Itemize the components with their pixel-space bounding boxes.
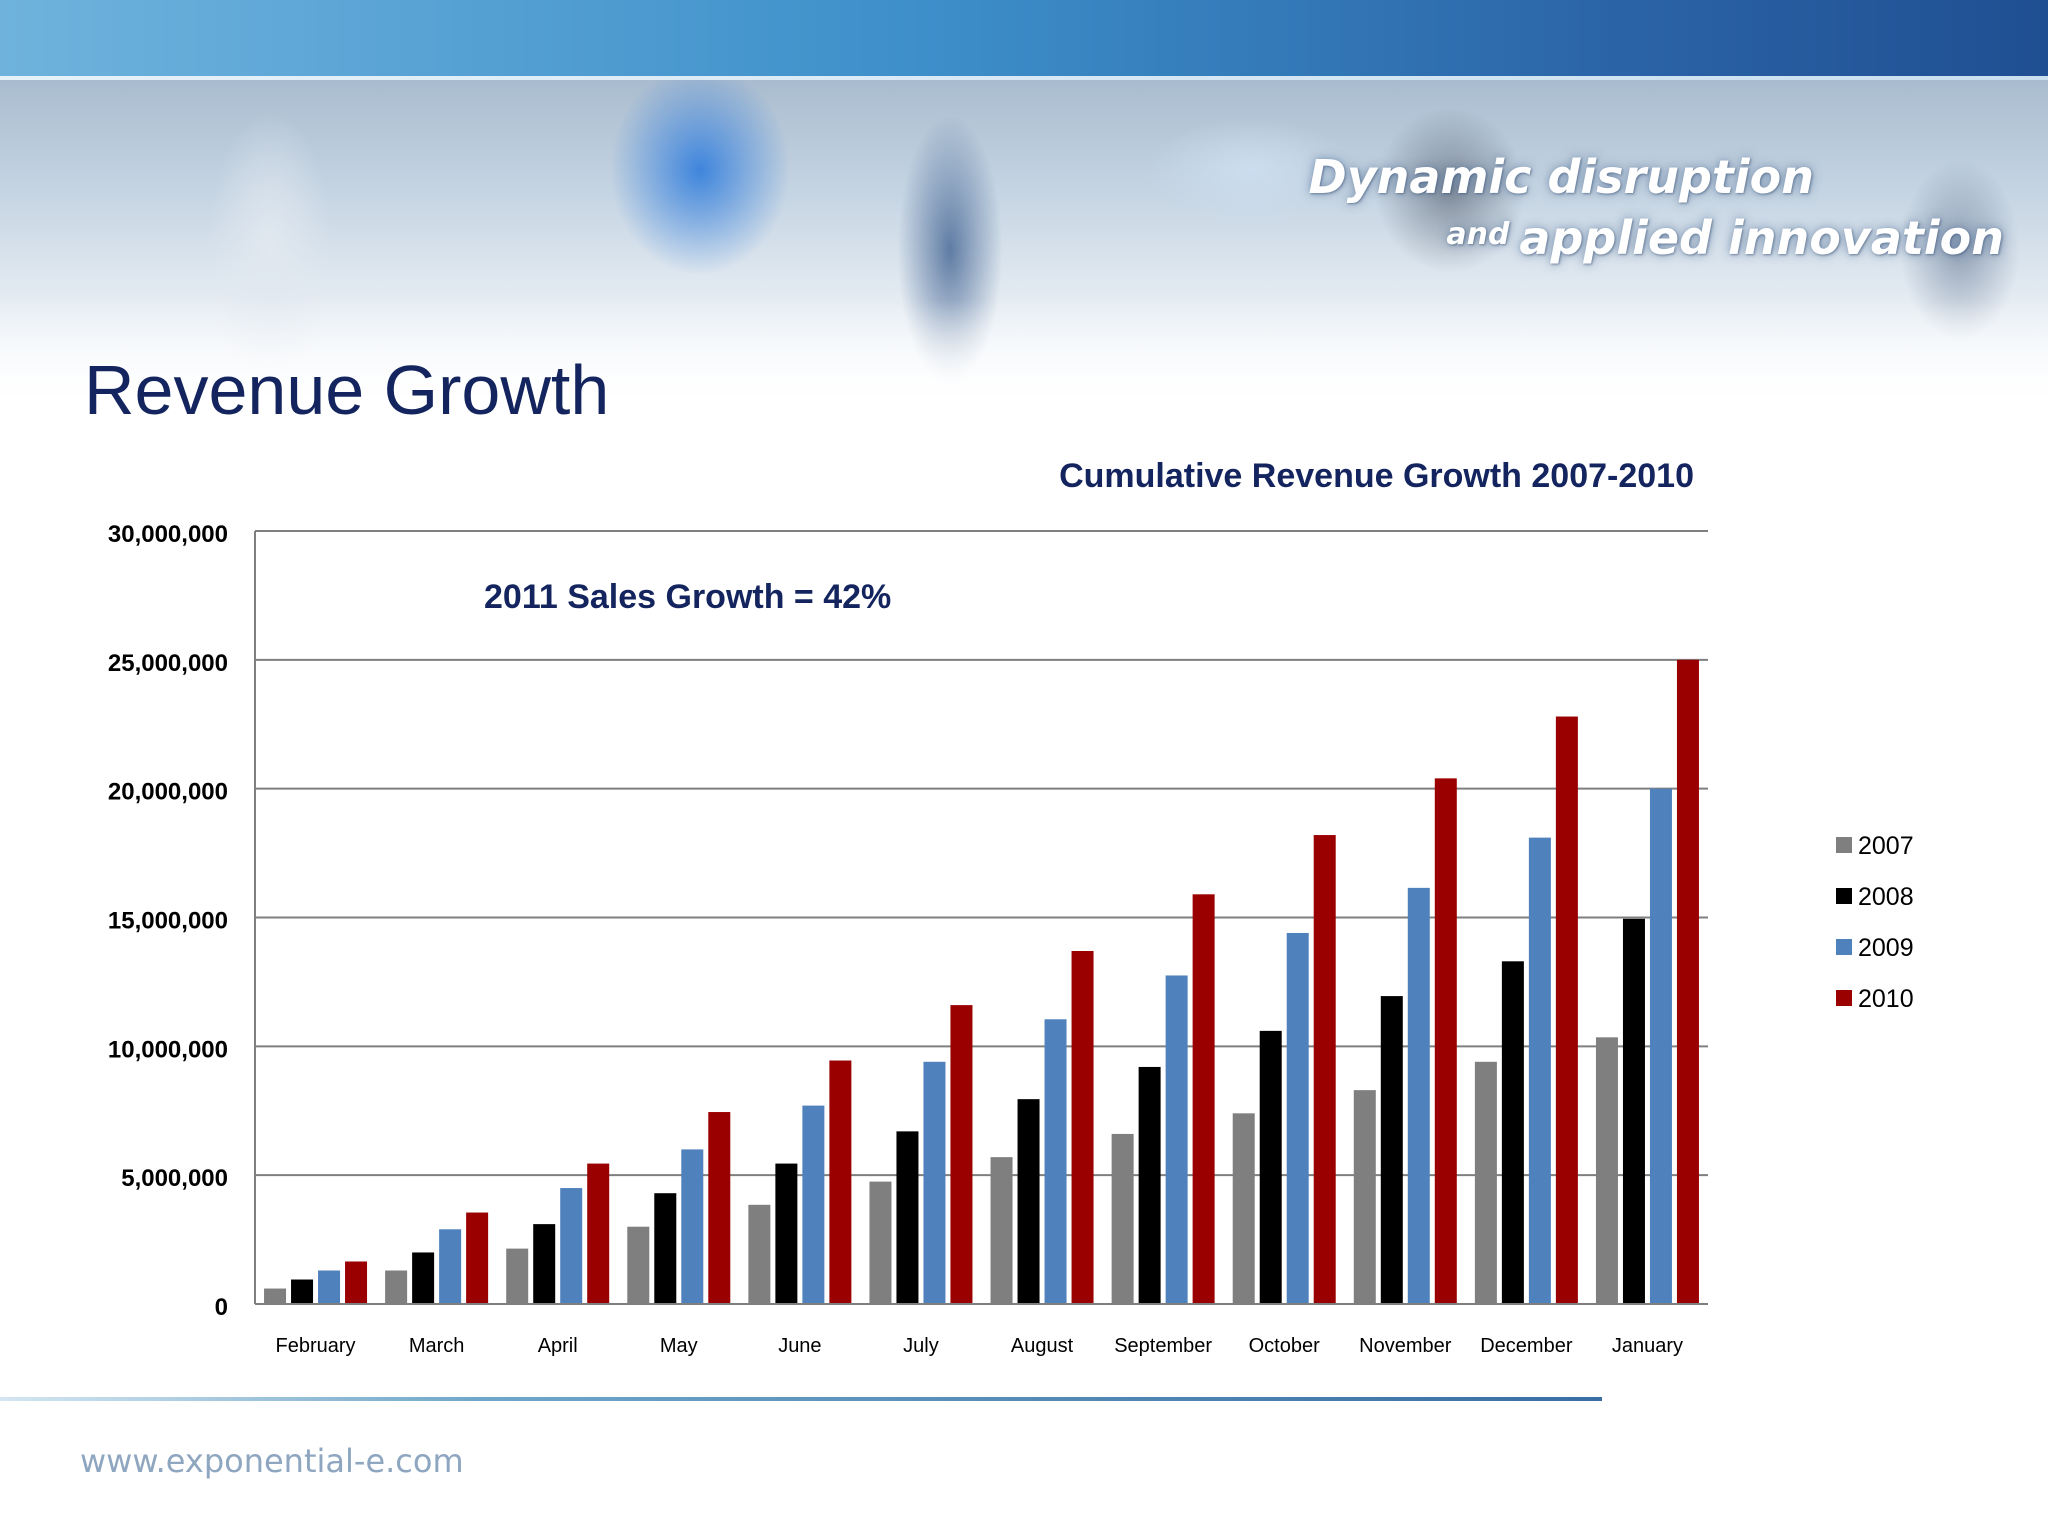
footer-website-url: www.exponential-e.com [80, 1442, 464, 1480]
header-bar-edge [0, 76, 2048, 80]
chart-gridlines [255, 530, 1708, 1177]
y-tick-label: 20,000,000 [108, 779, 228, 806]
bar-2008-september [1138, 1066, 1161, 1304]
bar-2008-march [412, 1252, 435, 1304]
tagline-line-2: and applied innovation [1309, 206, 2004, 267]
bar-2008-october [1259, 1030, 1282, 1304]
x-tick-label: January [1612, 1335, 1683, 1357]
chart-axes [254, 531, 1708, 1305]
bar-2010-june [829, 1060, 852, 1304]
tagline-line-1: Dynamic disruption [1308, 150, 1814, 204]
x-tick-label: November [1359, 1335, 1452, 1357]
bar-2009-may [681, 1149, 704, 1304]
bar-2008-july [896, 1131, 919, 1304]
bar-2007-september [1111, 1133, 1134, 1304]
bar-2009-april [560, 1188, 583, 1304]
bar-2010-august [1071, 950, 1094, 1304]
bar-2007-december [1474, 1061, 1497, 1304]
bar-2007-november [1353, 1090, 1376, 1304]
x-axis-tick-labels: February March April May June July August Septe… [276, 1335, 1684, 1357]
bar-2008-november [1380, 996, 1403, 1304]
legend-swatch-2007 [1836, 837, 1852, 853]
legend-swatch-2009 [1836, 939, 1852, 955]
legend-label-2009: 2009 [1858, 934, 1914, 962]
x-tick-label: June [778, 1335, 821, 1357]
legend-swatch-2010 [1836, 990, 1852, 1006]
bar-2010-april [587, 1163, 610, 1304]
bar-2008-january [1622, 918, 1645, 1304]
bar-2009-august [1044, 1019, 1067, 1304]
chart-bars [264, 659, 1699, 1304]
chart-title: Cumulative Revenue Growth 2007-2010 [1059, 457, 1694, 495]
bar-2008-june [775, 1163, 798, 1304]
x-tick-label: December [1480, 1335, 1573, 1357]
chart-legend: 2007 2008 2009 2010 [1836, 832, 1914, 1013]
bar-2007-june [748, 1204, 771, 1304]
bar-2010-may [708, 1112, 731, 1304]
bar-2010-march [466, 1212, 489, 1304]
bar-2009-february [318, 1270, 341, 1304]
x-tick-label: May [660, 1335, 698, 1357]
bar-2008-february [291, 1279, 314, 1304]
y-axis-tick-labels: 0 5,000,000 10,000,000 15,000,000 20,000,000… [108, 521, 228, 1321]
bar-2007-march [385, 1270, 408, 1304]
legend-label-2007: 2007 [1858, 832, 1914, 860]
bar-2008-august [1017, 1099, 1040, 1304]
bar-2010-july [950, 1005, 973, 1304]
bar-2010-january [1676, 659, 1699, 1304]
bar-2010-october [1313, 835, 1336, 1304]
legend-label-2010: 2010 [1858, 985, 1914, 1013]
y-tick-label: 15,000,000 [108, 908, 228, 935]
tagline-and: and [1446, 217, 1510, 252]
bar-2007-february [264, 1288, 287, 1304]
x-tick-label: October [1249, 1335, 1320, 1357]
bar-2010-december [1555, 716, 1578, 1304]
banner-fade [0, 300, 2048, 410]
company-tagline: Dynamic disruption and applied innovation [1309, 148, 2004, 267]
bar-2008-december [1501, 961, 1524, 1304]
x-tick-label: February [276, 1335, 356, 1357]
bar-2009-june [802, 1105, 825, 1304]
x-tick-label: March [409, 1335, 465, 1357]
bar-2007-january [1595, 1037, 1618, 1304]
x-tick-label: April [538, 1335, 578, 1357]
bar-2007-july [869, 1181, 892, 1304]
bar-2009-november [1407, 887, 1430, 1304]
bar-2009-march [439, 1229, 462, 1304]
x-tick-label: August [1011, 1335, 1074, 1357]
x-tick-label: July [903, 1335, 939, 1357]
tagline-line-2-text: applied innovation [1519, 211, 2004, 265]
legend-label-2008: 2008 [1858, 883, 1914, 911]
y-tick-label: 0 [215, 1294, 228, 1321]
bar-2009-october [1286, 932, 1309, 1304]
bar-2009-september [1165, 975, 1188, 1304]
y-tick-label: 25,000,000 [108, 650, 228, 677]
bar-2010-february [345, 1261, 368, 1304]
bar-2008-april [533, 1224, 556, 1304]
footer-divider [0, 1397, 1602, 1401]
bar-2007-october [1232, 1113, 1255, 1304]
bar-2009-july [923, 1061, 946, 1304]
y-tick-label: 10,000,000 [108, 1036, 228, 1063]
slide-title: Revenue Growth [84, 351, 610, 429]
sales-growth-annotation: 2011 Sales Growth = 42% [484, 578, 891, 616]
bar-2009-january [1649, 788, 1672, 1304]
bar-2007-april [506, 1248, 529, 1304]
y-tick-label: 30,000,000 [108, 521, 228, 548]
x-tick-label: September [1114, 1335, 1212, 1357]
bar-2007-may [627, 1226, 650, 1304]
header-bar [0, 0, 2048, 76]
legend-swatch-2008 [1836, 888, 1852, 904]
bar-2010-november [1434, 778, 1457, 1304]
bar-2010-september [1192, 894, 1215, 1304]
bar-2009-december [1528, 837, 1551, 1304]
y-tick-label: 5,000,000 [121, 1165, 228, 1192]
bar-2008-may [654, 1193, 677, 1304]
bar-2007-august [990, 1157, 1013, 1304]
